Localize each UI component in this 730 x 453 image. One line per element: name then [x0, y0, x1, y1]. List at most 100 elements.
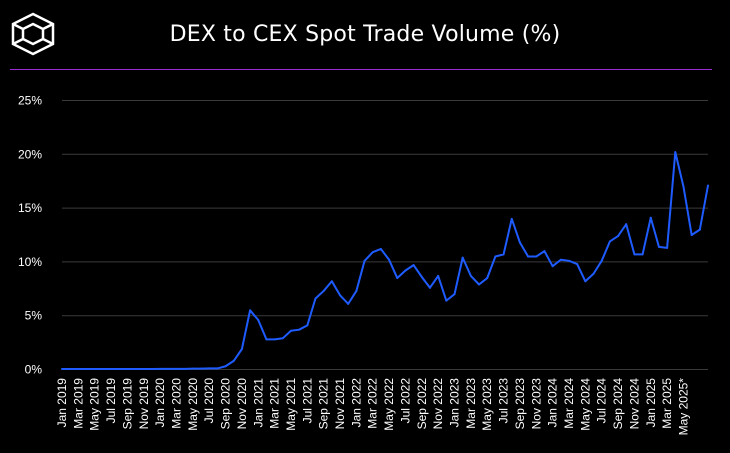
- x-tick-label: Sep 2023: [513, 378, 527, 430]
- data-point: [666, 246, 669, 249]
- x-tick-label: Jul 2023: [497, 378, 511, 424]
- x-tick-label: May 2025*: [676, 378, 690, 436]
- x-tick-label: Jul 2020: [202, 378, 216, 424]
- data-point: [355, 289, 358, 292]
- title-divider: [10, 69, 712, 70]
- x-tick-label: May 2024: [578, 378, 592, 431]
- data-point: [437, 274, 440, 277]
- x-tick-label: Nov 2022: [431, 378, 445, 430]
- x-tick-label: Jan 2024: [546, 378, 560, 428]
- data-point: [93, 367, 96, 370]
- x-tick-label: Sep 2022: [415, 378, 429, 430]
- data-point: [101, 367, 104, 370]
- data-point: [494, 255, 497, 258]
- x-tick-label: Mar 2021: [268, 378, 282, 429]
- data-point: [690, 234, 693, 236]
- x-tick-label: Nov 2019: [137, 378, 151, 430]
- data-point: [85, 367, 88, 370]
- x-tick-label: Mar 2025: [660, 378, 674, 429]
- y-tick-label: 0%: [25, 363, 43, 377]
- page-title: DEX to CEX Spot Trade Volume (%): [169, 22, 561, 47]
- x-tick-label: May 2023: [480, 378, 494, 431]
- data-point: [535, 255, 538, 258]
- x-tick-label: Jul 2019: [104, 378, 118, 424]
- data-point: [592, 272, 595, 275]
- data-point: [69, 367, 72, 370]
- data-point: [657, 245, 660, 248]
- x-axis-ticks: Jan 2019 Mar 2019 May 2019 Jul 2019 Sep 2019…: [55, 378, 690, 436]
- x-tick-label: May 2020: [186, 378, 200, 431]
- y-tick-label: 25%: [18, 94, 42, 108]
- data-point: [265, 338, 268, 341]
- data-point: [412, 264, 415, 267]
- x-tick-label: Nov 2024: [627, 378, 641, 430]
- data-point: [110, 367, 113, 370]
- data-point: [527, 255, 530, 258]
- data-point: [273, 338, 276, 341]
- data-point: [306, 324, 309, 327]
- y-tick-label: 5%: [25, 309, 43, 323]
- data-point: [698, 228, 701, 231]
- data-point: [682, 185, 685, 188]
- data-point: [707, 184, 709, 187]
- data-point: [322, 289, 325, 292]
- x-tick-label: Jan 2021: [251, 378, 265, 428]
- x-tick-label: Jul 2021: [300, 378, 314, 424]
- data-point: [126, 367, 129, 370]
- x-tick-label: May 2019: [88, 378, 102, 431]
- data-point: [289, 329, 292, 332]
- x-tick-label: Jan 2019: [55, 378, 69, 428]
- data-point: [77, 367, 80, 370]
- data-point: [224, 365, 227, 368]
- x-tick-label: Jul 2024: [595, 378, 609, 424]
- data-point: [167, 367, 170, 370]
- x-tick-label: Nov 2020: [235, 378, 249, 430]
- data-point: [518, 241, 521, 244]
- data-point: [396, 277, 399, 280]
- series-layer: [61, 151, 709, 370]
- y-tick-label: 15%: [18, 201, 42, 215]
- data-point: [617, 235, 620, 238]
- x-tick-label: Sep 2019: [120, 378, 134, 430]
- data-point: [543, 250, 546, 253]
- x-tick-label: Mar 2019: [71, 378, 85, 429]
- data-point: [159, 367, 162, 370]
- data-point: [567, 259, 570, 262]
- data-point: [649, 216, 652, 219]
- data-point: [330, 280, 333, 283]
- x-tick-label: Mar 2022: [366, 378, 380, 429]
- data-point: [191, 367, 194, 370]
- data-point: [404, 269, 407, 272]
- x-tick-label: Jul 2022: [398, 378, 412, 424]
- data-point: [445, 299, 448, 302]
- series-line: [62, 151, 709, 370]
- x-tick-label: Jan 2022: [349, 378, 363, 428]
- y-tick-label: 10%: [18, 255, 42, 269]
- x-tick-label: Jan 2023: [448, 378, 462, 428]
- data-point: [420, 275, 423, 278]
- x-tick-label: Sep 2024: [611, 378, 625, 430]
- data-point: [347, 302, 350, 305]
- cube-logo-icon: [11, 12, 55, 56]
- x-tick-label: Sep 2021: [317, 378, 331, 430]
- data-point: [183, 367, 186, 370]
- data-point: [486, 277, 489, 280]
- data-point: [478, 283, 481, 286]
- data-point: [363, 259, 366, 262]
- x-tick-label: Mar 2024: [562, 378, 576, 429]
- data-point: [118, 367, 121, 370]
- data-point: [339, 294, 342, 297]
- data-point: [232, 359, 235, 362]
- data-point: [510, 217, 513, 220]
- data-point: [641, 253, 644, 256]
- data-point: [576, 263, 579, 266]
- data-point: [150, 367, 153, 370]
- x-tick-label: Jan 2020: [153, 378, 167, 428]
- data-point: [502, 253, 505, 256]
- x-tick-label: Nov 2021: [333, 378, 347, 430]
- x-tick-label: May 2022: [382, 378, 396, 431]
- data-point: [216, 367, 219, 370]
- x-tick-label: Jan 2025: [644, 378, 658, 428]
- data-point: [200, 367, 203, 370]
